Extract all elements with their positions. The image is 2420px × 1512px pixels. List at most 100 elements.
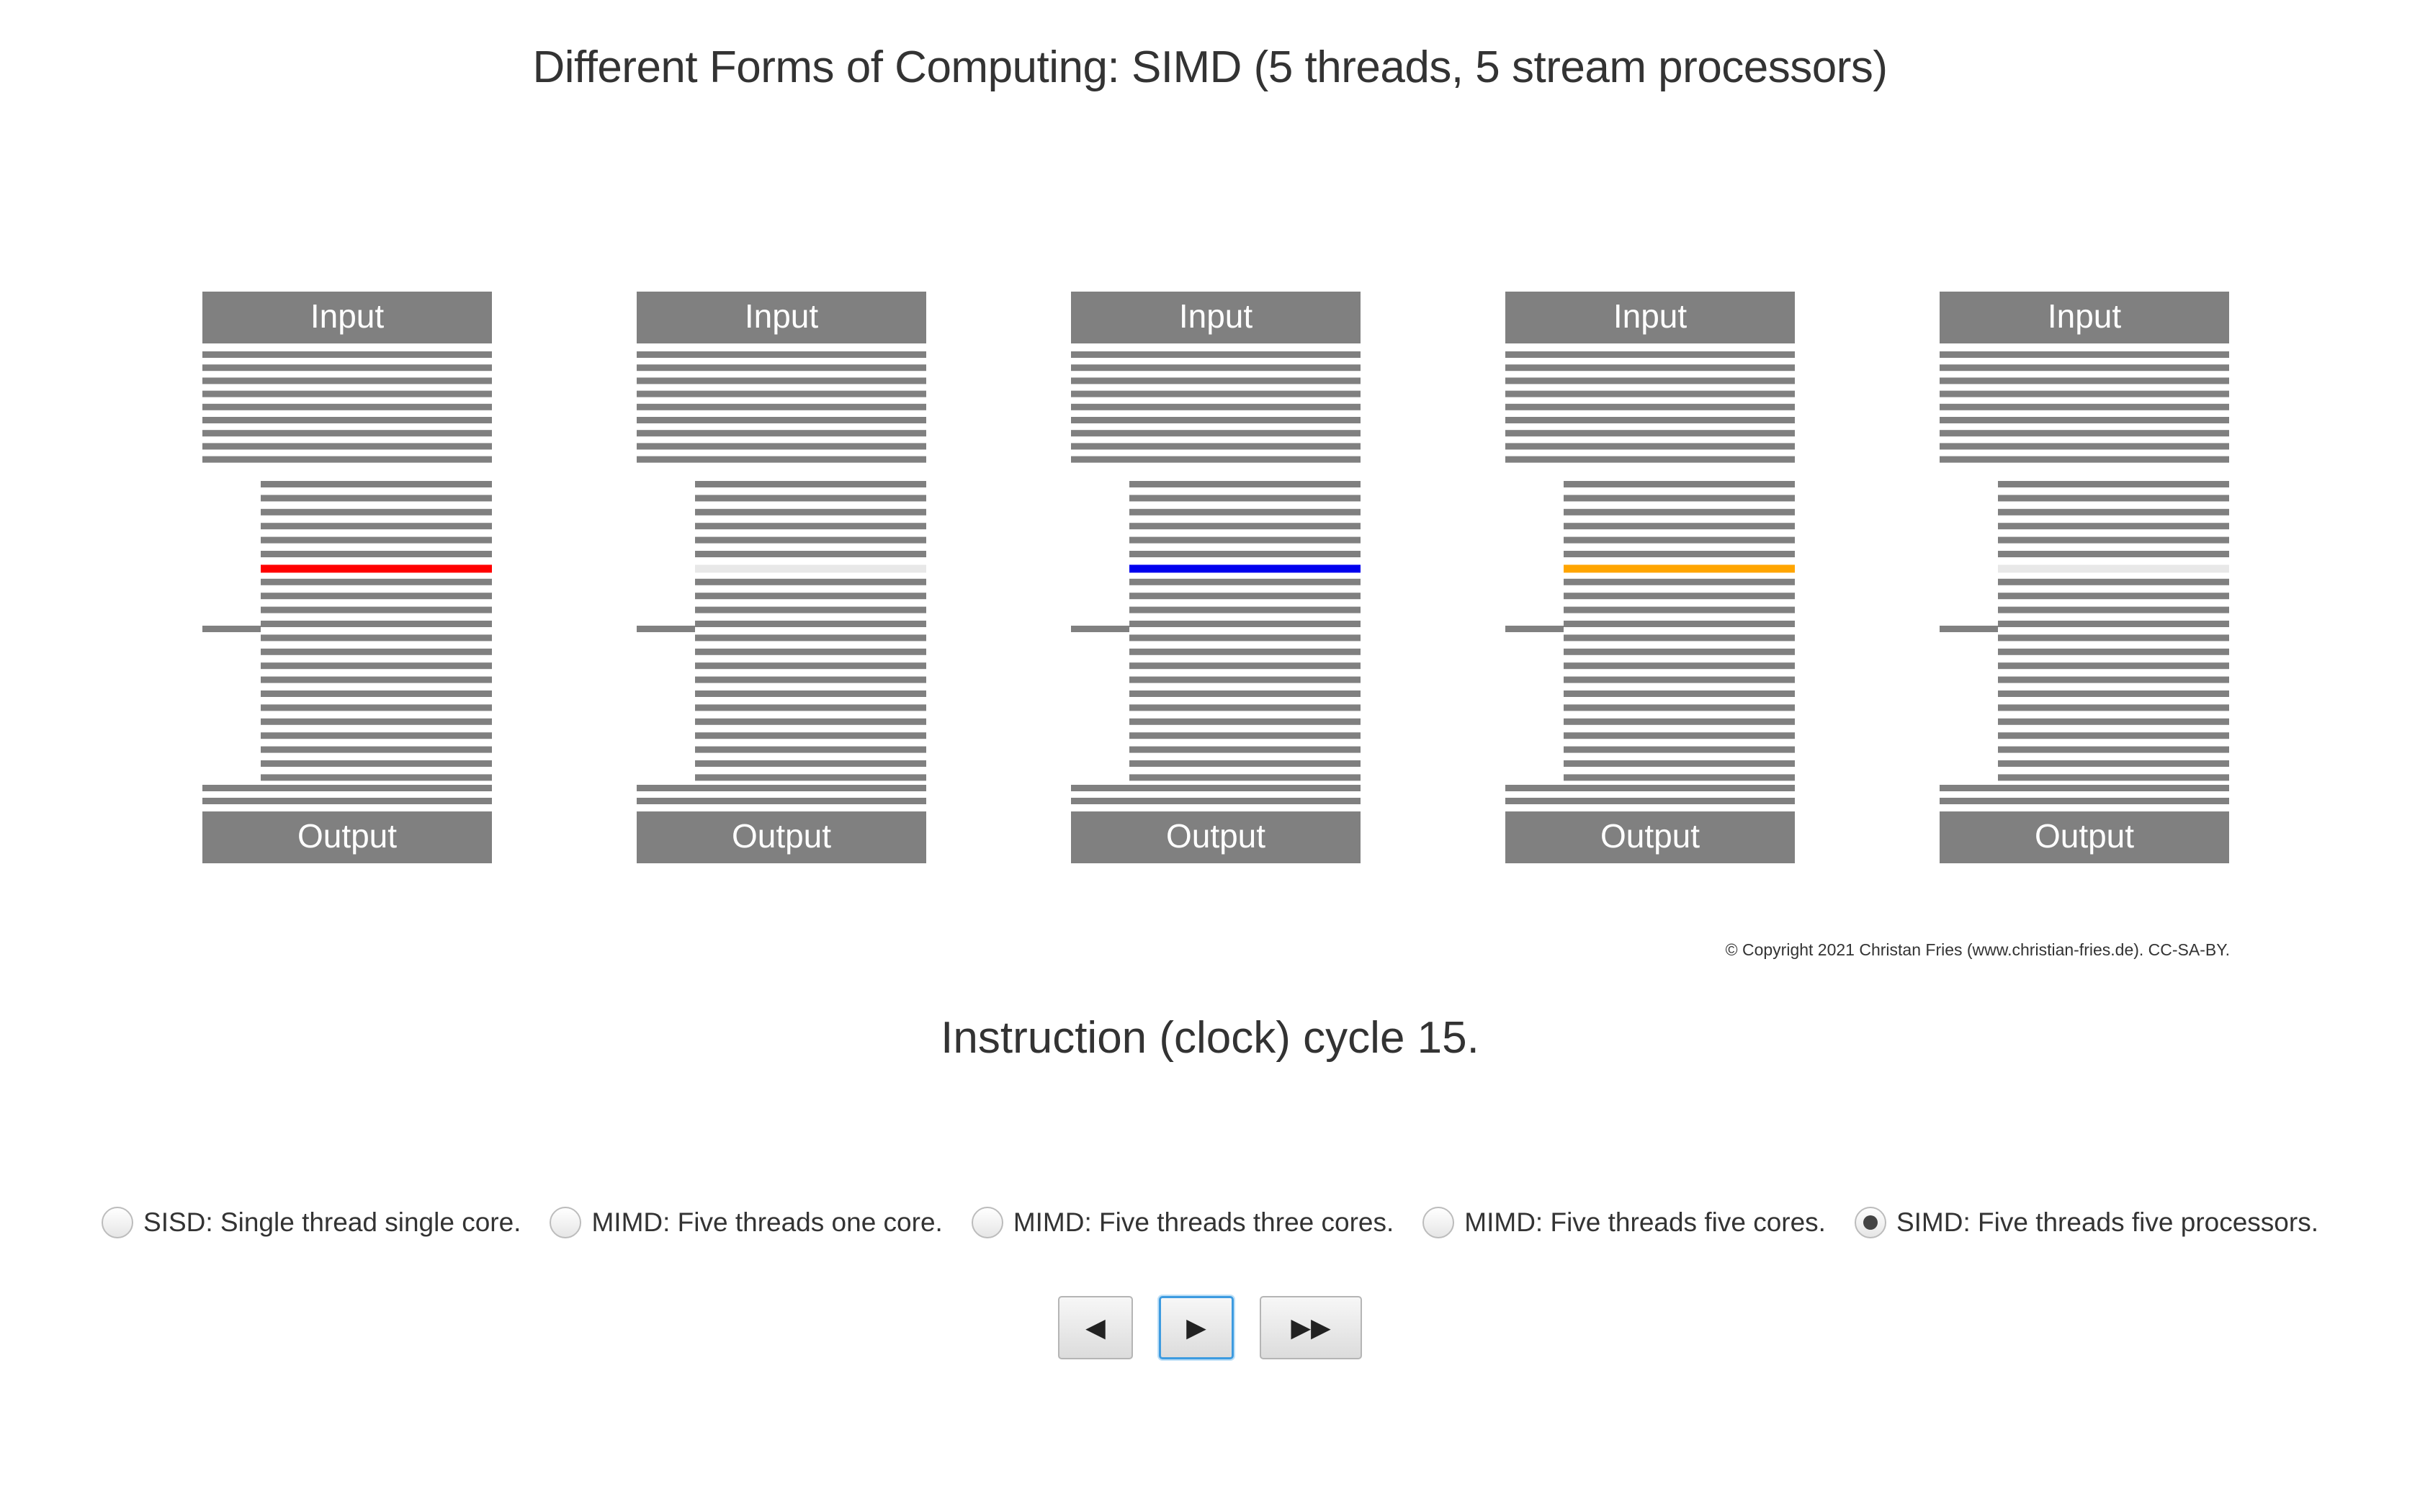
instruction-line — [1998, 676, 2229, 683]
instruction-line — [695, 718, 926, 725]
setup-instruction-line — [202, 364, 492, 372]
instruction-line — [261, 551, 492, 557]
instruction-line — [695, 648, 926, 655]
instruction-line — [261, 648, 492, 655]
instruction-line — [695, 732, 926, 739]
instruction-line — [1998, 732, 2229, 739]
instruction-line — [261, 621, 492, 627]
instruction-line — [1998, 495, 2229, 502]
mode-option-label: MIMD: Five threads one core. — [591, 1207, 943, 1237]
radio-button[interactable] — [971, 1207, 1003, 1238]
instruction-line — [1564, 578, 1795, 585]
setup-instruction-line — [1071, 390, 1361, 397]
instruction-line — [695, 621, 926, 627]
instruction-line — [1564, 774, 1795, 781]
instruction-line — [1129, 774, 1361, 781]
instruction-line — [1998, 578, 2229, 585]
setup-instruction-line — [1071, 430, 1361, 437]
instruction-line — [1129, 593, 1361, 600]
processor-1: Input Output — [202, 292, 492, 863]
setup-instruction-line — [202, 351, 492, 358]
output-instruction-line — [1505, 798, 1795, 804]
fast-forward-icon: ▶▶ — [1291, 1313, 1331, 1342]
instruction-line — [695, 551, 926, 557]
input-block — [637, 292, 926, 343]
setup-instruction-line — [202, 377, 492, 384]
instruction-line — [695, 690, 926, 697]
setup-instruction-line — [637, 443, 926, 450]
instruction-line — [1564, 523, 1795, 530]
mode-radio-group: SISD: Single thread single core. MIMD: F… — [0, 1207, 2420, 1238]
setup-instruction-line — [637, 417, 926, 423]
playback-controls: ◀ ▶ ▶▶ — [0, 1296, 2420, 1359]
active-instruction-line — [1564, 564, 1795, 573]
setup-instruction-line — [1940, 456, 2229, 463]
mode-option-simd[interactable]: SIMD: Five threads five processors. — [1854, 1207, 2318, 1238]
instruction-line — [695, 760, 926, 767]
instruction-line — [1564, 718, 1795, 725]
mode-option-mimd-one-core[interactable]: MIMD: Five threads one core. — [550, 1207, 943, 1238]
instruction-line — [261, 676, 492, 683]
instruction-line — [1564, 732, 1795, 739]
instruction-line — [1129, 732, 1361, 739]
instruction-line — [261, 690, 492, 697]
step-back-icon: ◀ — [1085, 1313, 1106, 1342]
instruction-line — [1998, 718, 2229, 725]
radio-button[interactable] — [550, 1207, 582, 1238]
mode-option-mimd-three-cores[interactable]: MIMD: Five threads three cores. — [971, 1207, 1394, 1238]
instruction-line — [261, 760, 492, 767]
mode-option-label: MIMD: Five threads three cores. — [1013, 1207, 1394, 1237]
copyright-notice: © Copyright 2021 Christan Fries (www.chr… — [1725, 940, 2230, 959]
play-button[interactable]: ▶ — [1159, 1296, 1234, 1359]
output-label: Output — [1600, 817, 1700, 855]
instruction-line — [261, 508, 492, 516]
radio-selected-dot — [1863, 1215, 1878, 1230]
fast-forward-button[interactable]: ▶▶ — [1260, 1296, 1362, 1359]
mode-option-mimd-five-cores[interactable]: MIMD: Five threads five cores. — [1422, 1207, 1826, 1238]
instruction-line — [1564, 760, 1795, 767]
output-instruction-line — [202, 798, 492, 804]
radio-button[interactable] — [1422, 1207, 1455, 1238]
step-back-button[interactable]: ◀ — [1058, 1296, 1133, 1359]
instruction-line — [1998, 704, 2229, 711]
mode-option-sisd[interactable]: SISD: Single thread single core. — [102, 1207, 521, 1238]
instruction-line — [1129, 621, 1361, 627]
branch-tick — [1505, 626, 1564, 632]
instruction-line — [261, 481, 492, 487]
instruction-line — [261, 578, 492, 585]
instruction-line — [695, 508, 926, 516]
mode-option-label: MIMD: Five threads five cores. — [1464, 1207, 1826, 1237]
active-instruction-line — [261, 564, 492, 573]
instruction-line — [261, 704, 492, 711]
setup-instruction-line — [1071, 377, 1361, 384]
instruction-line — [1129, 704, 1361, 711]
setup-instruction-line — [1940, 364, 2229, 372]
instruction-line — [261, 495, 492, 502]
instruction-line — [1564, 676, 1795, 683]
instruction-line — [695, 774, 926, 781]
output-instruction-line — [1071, 785, 1361, 791]
mode-option-label: SISD: Single thread single core. — [143, 1207, 521, 1237]
instruction-line — [261, 718, 492, 725]
instruction-line — [1129, 523, 1361, 530]
instruction-line — [1564, 508, 1795, 516]
instruction-line — [1129, 536, 1361, 544]
input-label: Input — [2048, 297, 2122, 335]
setup-instruction-line — [1940, 417, 2229, 423]
branch-tick — [1940, 626, 1998, 632]
instruction-line — [1129, 508, 1361, 516]
instruction-line — [1129, 760, 1361, 767]
instruction-line — [1998, 621, 2229, 627]
instruction-line — [695, 662, 926, 670]
cycle-status: Instruction (clock) cycle 15. — [941, 1013, 1479, 1063]
output-instruction-line — [1071, 798, 1361, 804]
instruction-line — [1564, 606, 1795, 613]
output-label: Output — [2035, 817, 2134, 855]
input-block — [202, 292, 492, 343]
radio-button[interactable] — [102, 1207, 134, 1238]
instruction-line — [1129, 578, 1361, 585]
instruction-line — [1129, 495, 1361, 502]
output-instruction-line — [1940, 785, 2229, 791]
output-instruction-line — [637, 798, 926, 804]
radio-button[interactable] — [1854, 1207, 1886, 1238]
